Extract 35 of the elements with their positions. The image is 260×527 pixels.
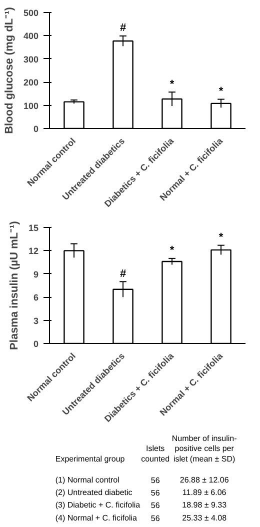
y-tick-label: 6 [33,292,39,303]
text: (4) Normal + C. ficifolia [55,513,138,522]
text: Islets counted [141,444,170,464]
y-axis-title: Blood glucose (mg dL⁻¹) [3,6,16,134]
y-tick-label: 100 [23,100,39,111]
y-tick-label: 200 [23,78,39,88]
y-tick-label: 3 [33,316,39,326]
y-tick-label: 9 [33,269,39,280]
data-label: * [218,86,224,98]
data-label: * [218,232,224,244]
text: Number of insulin- positive cells per islet (mean ± SD) [172,434,238,464]
data-label: # [120,268,126,280]
y-tick-label: 15 [28,223,39,233]
data-label: # [120,22,126,34]
text: 56 [150,501,160,510]
y-axis-title: Plasma insulin (µU mL⁻¹) [8,220,20,350]
text: 25.33 ± 4.08 [182,513,228,522]
text: 18.98 ± 9.33 [182,500,228,510]
text: 56 [150,476,160,485]
y-tick-label: 400 [23,31,39,42]
y-tick-label: 500 [23,8,39,18]
y-tick-label: 0 [33,124,39,134]
text: 11.89 ± 6.06 [182,488,227,498]
text: 56 [150,488,160,498]
text: Experimental group [55,454,126,464]
y-tick-label: 300 [23,54,39,64]
text: (3) Diabetic + C. ficifolia [55,500,141,510]
text: (1) Normal control [55,475,120,484]
y-tick-label: 0 [33,339,39,349]
y-tick-label: 12 [28,246,39,256]
data-label: * [170,244,175,257]
text: 56 [150,514,160,523]
data-label: * [170,78,175,90]
text: 26.88 ± 12.06 [180,475,230,484]
text: (2) Untreated diabetic [55,488,132,498]
